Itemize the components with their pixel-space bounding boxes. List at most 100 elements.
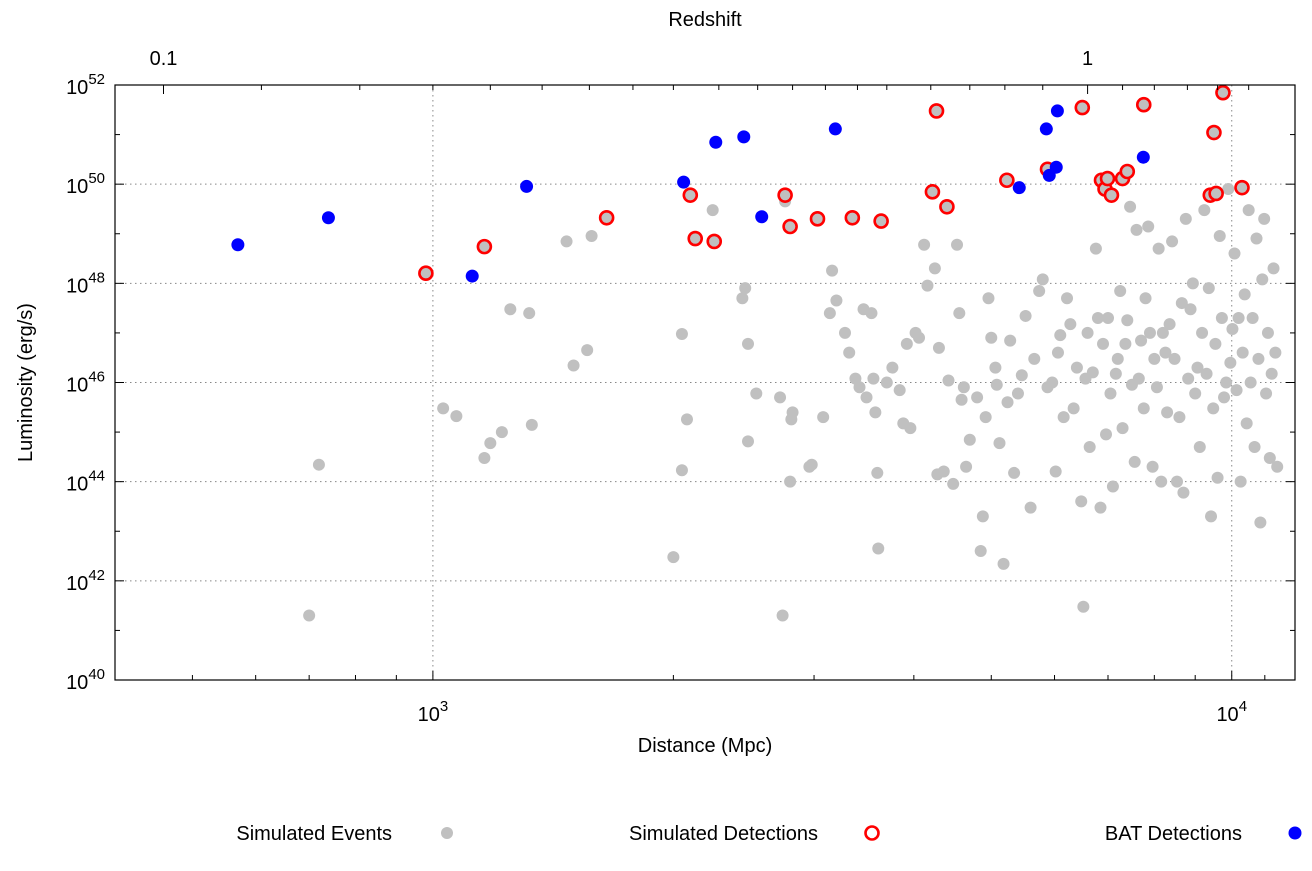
simulated-event-point [1256, 273, 1269, 286]
simulated-detection-point [687, 230, 704, 247]
simulated-event-point [880, 376, 893, 389]
simulated-detection-point [873, 213, 889, 229]
simulated-event-point [786, 406, 799, 419]
x-axis-title: Distance (Mpc) [638, 735, 772, 757]
simulated-event-point [1135, 334, 1148, 347]
simulated-event-point [1182, 372, 1195, 385]
simulated-event-point [1186, 277, 1199, 290]
simulated-event-point [1213, 230, 1226, 243]
simulated-event-point [913, 331, 926, 344]
simulated-detection-point [999, 172, 1015, 189]
simulated-event-point [1196, 326, 1209, 339]
simulated-event-point [1200, 367, 1213, 380]
simulated-event-point [484, 437, 497, 450]
simulated-event-point [1202, 282, 1215, 295]
simulated-event-point [1166, 235, 1179, 248]
simulated-event-point [953, 307, 966, 320]
bat-detection-point [321, 211, 335, 225]
legend-marker-bat-detections [1288, 826, 1302, 840]
simulated-event-point [1064, 318, 1077, 331]
simulated-event-point [667, 551, 680, 564]
simulated-event-point [1061, 292, 1074, 305]
simulated-event-point [1057, 411, 1070, 424]
simulated-event-point [1222, 182, 1235, 195]
simulated-event-point [997, 557, 1010, 570]
simulated-detection-point [1103, 187, 1120, 203]
simulated-event-point [985, 331, 998, 344]
simulated-event-point [1267, 262, 1280, 275]
simulated-event-point [1139, 292, 1152, 305]
simulated-event-point [1220, 376, 1233, 389]
simulated-event-point [1089, 242, 1102, 255]
simulated-event-point [523, 307, 536, 320]
simulated-event-point [928, 262, 941, 275]
simulated-event-point [805, 458, 818, 471]
simulated-event-point [1051, 346, 1064, 359]
simulated-event-point [1130, 223, 1143, 236]
simulated-event-point [1265, 367, 1278, 380]
simulated-event-point [1193, 441, 1206, 454]
simulated-event-point [1161, 406, 1174, 419]
simulated-event-point [993, 437, 1006, 450]
simulated-event-point [478, 452, 491, 465]
bat-detection-point [1050, 104, 1064, 118]
simulated-event-point [817, 411, 830, 424]
simulated-event-point [1184, 303, 1197, 316]
y-tick-label: 1046 [66, 369, 105, 397]
bat-detection-point [755, 210, 769, 224]
simulated-event-point [706, 204, 719, 217]
simulated-event-point [867, 372, 880, 385]
simulated-detection-point [844, 209, 861, 226]
simulated-detection-point [1119, 163, 1136, 180]
simulated-event-point [1228, 247, 1241, 260]
simulated-event-point [1215, 311, 1228, 324]
simulated-event-point [1211, 471, 1224, 484]
simulated-event-point [1019, 309, 1032, 322]
y-tick-label: 1044 [66, 468, 105, 496]
bat-detection-point [677, 175, 691, 189]
simulated-event-point [1104, 387, 1117, 400]
simulated-event-point [742, 435, 755, 448]
simulated-event-point [990, 378, 1003, 391]
bat-detection-point [1039, 122, 1053, 136]
simulated-event-point [1224, 356, 1237, 369]
legend-label-bat-detections: BAT Detections [1105, 823, 1242, 845]
simulated-event-point [1230, 384, 1243, 397]
simulated-event-point [886, 361, 899, 374]
simulated-event-point [1070, 361, 1083, 374]
simulated-event-point [1111, 352, 1124, 365]
simulated-event-point [1242, 204, 1255, 217]
simulated-event-point [1198, 204, 1211, 217]
simulated-event-point [1132, 372, 1145, 385]
simulated-event-point [1271, 460, 1284, 473]
bat-detection-point [828, 122, 842, 136]
simulated-event-point [1170, 475, 1183, 488]
y-tick-label: 1052 [66, 71, 105, 99]
simulated-event-point [1094, 501, 1107, 514]
simulated-event-point [1205, 510, 1218, 523]
bat-detection-point [1012, 181, 1026, 195]
simulated-event-point [1173, 411, 1186, 424]
simulated-event-point [1240, 417, 1253, 430]
x-tick-label: 103 [418, 698, 449, 726]
simulated-event-point [1033, 285, 1046, 298]
simulated-detection-point [782, 218, 798, 235]
simulated-event-point [1254, 516, 1267, 529]
simulated-detection-point [1074, 99, 1091, 116]
simulated-event-point [567, 359, 580, 372]
simulated-event-point [1128, 455, 1141, 468]
simulated-detection-point [928, 103, 945, 119]
simulated-event-point [312, 458, 325, 471]
simulated-event-point [1116, 422, 1129, 435]
simulated-event-point [1008, 466, 1021, 479]
simulated-detection-point [418, 265, 434, 282]
y-tick-label: 1040 [66, 666, 105, 694]
simulated-event-point [742, 337, 755, 350]
simulated-event-point [1234, 475, 1247, 488]
simulated-event-point [1001, 396, 1014, 409]
simulated-event-point [1121, 314, 1134, 327]
simulated-event-point [989, 361, 1002, 374]
simulated-event-point [1028, 352, 1041, 365]
simulated-event-point [1083, 441, 1096, 454]
